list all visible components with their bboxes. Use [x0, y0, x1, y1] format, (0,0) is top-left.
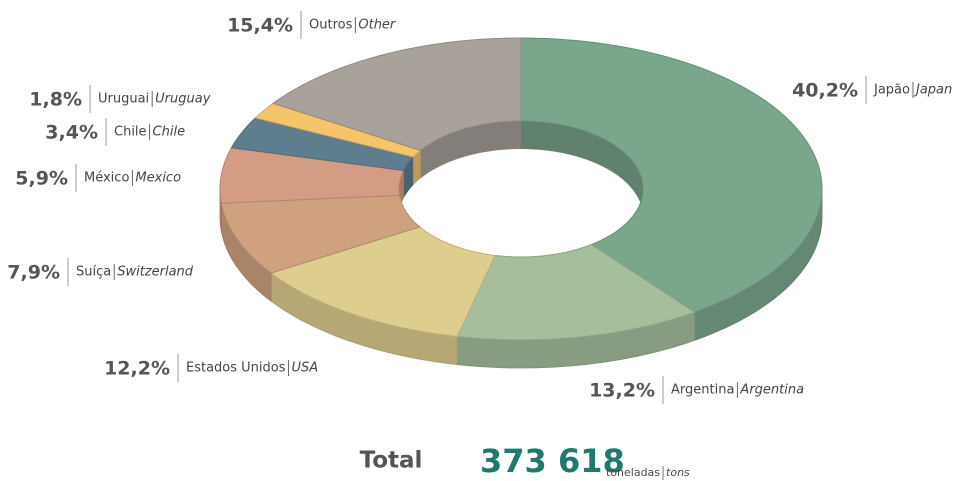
value-label: 15,4% [227, 15, 293, 37]
category-label: Japão [873, 83, 910, 98]
labels: 40,2% Japão Japan 13,2% Argentina Argentina 12… [7, 11, 952, 404]
category-label: Estados Unidos [186, 361, 286, 376]
category-label: Suíça [76, 265, 111, 280]
inner-wall [413, 150, 421, 185]
category-label: Outros [309, 18, 353, 33]
category-label: Chile [114, 125, 147, 140]
value-label: 1,8% [29, 89, 82, 111]
total-unit: toneladas [606, 466, 660, 479]
walls [219, 121, 823, 369]
category-label-en: Argentina [739, 383, 804, 398]
value-label: 12,2% [104, 358, 170, 380]
category-label: Argentina [671, 383, 734, 398]
value-label: 40,2% [792, 80, 858, 102]
total-label: Total [360, 448, 423, 474]
inner-wall [521, 121, 643, 217]
category-label-en: Mexico [135, 171, 181, 186]
category-label-en: Japan [913, 83, 952, 98]
category-label-en: Switzerland [117, 265, 194, 280]
faces [219, 37, 823, 341]
total-value: 373 618 [480, 442, 625, 480]
category-label: México [84, 171, 129, 186]
donut-slice [272, 37, 522, 151]
inner-wall [420, 121, 521, 179]
category-label-en: Uruguay [155, 92, 211, 107]
value-label: 13,2% [589, 380, 655, 402]
category-label: Uruguai [98, 92, 149, 107]
inner-wall [403, 156, 414, 199]
category-label-en: Chile [153, 125, 186, 140]
value-label: 3,4% [45, 122, 98, 144]
value-label: 7,9% [7, 262, 60, 284]
value-label: 5,9% [15, 168, 68, 190]
category-label-en: USA [292, 361, 319, 376]
total-unit-en: tons [666, 466, 690, 479]
category-label-en: Other [358, 18, 397, 33]
